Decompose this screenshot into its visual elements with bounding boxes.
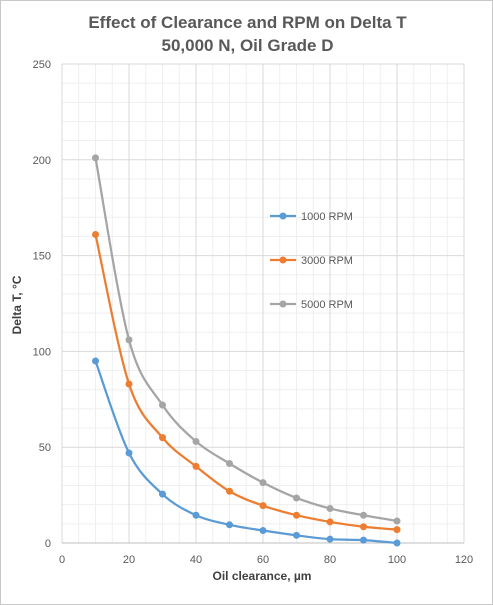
legend-label: 1000 RPM [301, 211, 353, 223]
data-point [226, 487, 233, 495]
data-point [125, 449, 133, 457]
x-axis-title: Oil clearance, µm [213, 569, 312, 583]
major-gridlines [61, 63, 465, 544]
data-point [326, 535, 334, 543]
data-point [259, 502, 267, 510]
y-tick-label: 0 [45, 538, 51, 550]
data-point [92, 231, 99, 239]
data-point [226, 459, 233, 467]
data-point [293, 511, 300, 519]
data-point [125, 336, 133, 344]
data-point [226, 521, 233, 529]
data-point [393, 539, 401, 547]
data-point [293, 531, 300, 539]
data-point [293, 494, 300, 502]
data-point [360, 511, 367, 519]
y-tick-label: 150 [33, 251, 51, 263]
x-tick-label: 60 [257, 554, 269, 566]
data-point [326, 505, 334, 513]
chart-title-block: Effect of Clearance and RPM on Delta T 5… [1, 11, 493, 57]
data-point [360, 523, 367, 531]
x-tick-label: 80 [324, 554, 336, 566]
data-point [92, 357, 99, 365]
data-point [393, 526, 401, 534]
data-point [360, 536, 367, 544]
data-point [326, 518, 334, 526]
legend-swatch-marker [279, 256, 287, 264]
y-axis-title: Delta T, °C [10, 275, 24, 334]
tick-labels: 0 20 40 60 80 100 120 0 50 100 150 200 250 [33, 59, 474, 566]
data-point [92, 154, 99, 162]
legend-swatch-marker [279, 212, 287, 220]
data-point [159, 401, 166, 409]
data-point [259, 527, 267, 535]
y-tick-label: 50 [39, 442, 51, 454]
legend: 1000 RPM 3000 RPM 5000 RPM [270, 211, 353, 311]
data-point [192, 437, 200, 445]
series-layer [92, 154, 401, 547]
data-point [393, 517, 401, 525]
x-tick-label: 20 [123, 554, 135, 566]
chart-title: Effect of Clearance and RPM on Delta T [88, 13, 407, 32]
data-point [159, 490, 166, 498]
data-point [192, 462, 200, 470]
x-tick-label: 40 [190, 554, 202, 566]
y-tick-label: 200 [33, 155, 51, 167]
y-tick-label: 250 [33, 59, 51, 71]
legend-label: 5000 RPM [301, 299, 353, 311]
data-point [192, 511, 200, 519]
legend-swatch-marker [279, 300, 287, 308]
x-tick-label: 120 [455, 554, 473, 566]
x-tick-label: 0 [59, 554, 65, 566]
series-line [94, 360, 398, 545]
legend-label: 3000 RPM [301, 255, 353, 267]
data-point [159, 434, 166, 442]
data-point [125, 380, 133, 388]
data-point [259, 479, 267, 487]
x-tick-label: 100 [388, 554, 406, 566]
y-tick-label: 100 [33, 346, 51, 358]
chart-subtitle: 50,000 N, Oil Grade D [161, 36, 334, 55]
